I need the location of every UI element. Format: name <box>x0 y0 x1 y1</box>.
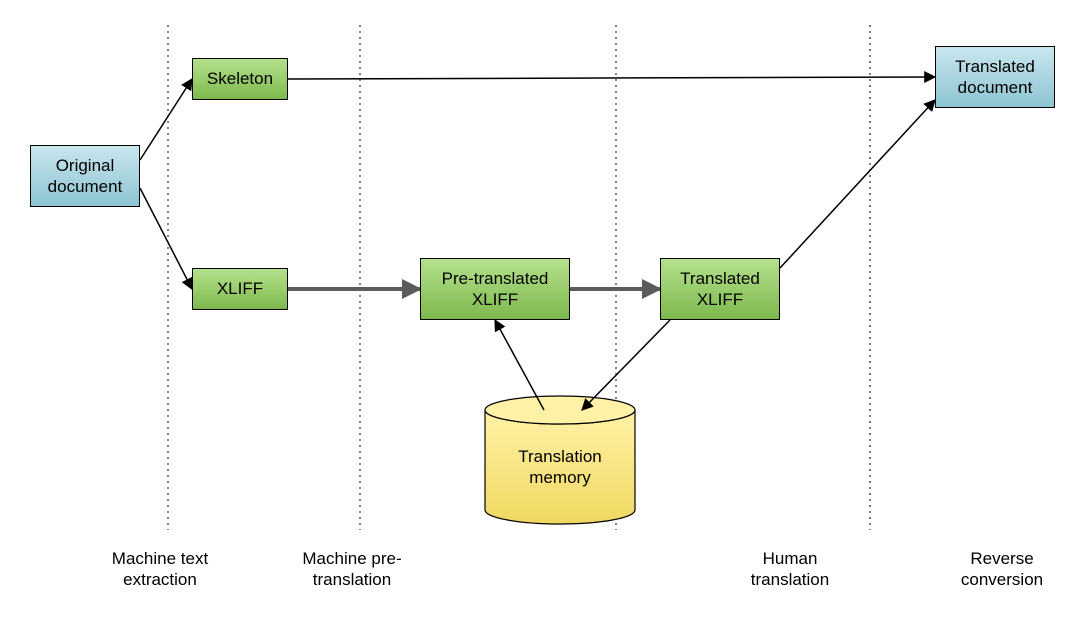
diagram-canvas: { "diagram": { "type": "flowchart", "bac… <box>0 0 1090 619</box>
node-label: Originaldocument <box>48 155 123 198</box>
node-pretranslated-xliff: Pre-translatedXLIFF <box>420 258 570 320</box>
phase-text: Machine textextraction <box>112 549 208 589</box>
node-translated-xliff: TranslatedXLIFF <box>660 258 780 320</box>
cylinder-label: Translationmemory <box>518 446 601 489</box>
phase-text: Reverseconversion <box>961 549 1043 589</box>
node-label: TranslatedXLIFF <box>680 268 760 311</box>
node-xliff: XLIFF <box>192 268 288 310</box>
node-translation-memory: Translationmemory <box>485 424 635 510</box>
node-translated-document: Translateddocument <box>935 46 1055 108</box>
phase-label-human: Humantranslation <box>700 548 880 591</box>
node-label: Skeleton <box>207 68 273 89</box>
phase-label-extraction: Machine textextraction <box>70 548 250 591</box>
node-skeleton: Skeleton <box>192 58 288 100</box>
phase-text: Humantranslation <box>751 549 829 589</box>
phase-label-pretranslation: Machine pre-translation <box>262 548 442 591</box>
phase-text: Machine pre-translation <box>302 549 401 589</box>
node-label: Translateddocument <box>955 56 1035 99</box>
node-label: Pre-translatedXLIFF <box>442 268 549 311</box>
node-label: XLIFF <box>217 278 263 299</box>
node-original-document: Originaldocument <box>30 145 140 207</box>
phase-label-reverse: Reverseconversion <box>912 548 1090 591</box>
